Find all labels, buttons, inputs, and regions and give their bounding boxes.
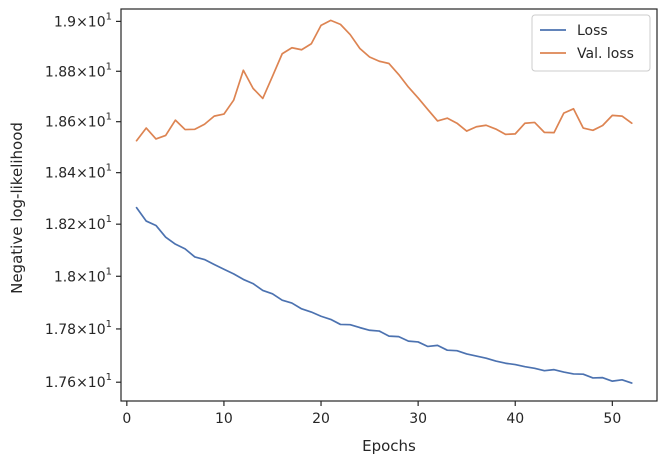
x-tick-label: 10 <box>215 411 233 427</box>
legend-label-val-loss: Val. loss <box>577 46 634 62</box>
legend-box <box>531 14 651 72</box>
legend-label-loss: Loss <box>577 23 608 39</box>
y-tick-label: 1.86×101 <box>45 112 112 131</box>
y-tick-label: 1.9×101 <box>54 11 112 30</box>
plot-area <box>120 8 658 402</box>
x-tick-label: 20 <box>312 411 330 427</box>
y-axis: 1.76×101 1.78×101 1.8×101 1.82×101 1.84×101 1… <box>45 11 121 391</box>
x-tick-label: 50 <box>603 411 621 427</box>
x-tick-label: 40 <box>506 411 524 427</box>
legend: Loss Val. loss <box>531 14 651 72</box>
y-tick-label: 1.82×101 <box>45 214 112 233</box>
y-tick-label: 1.88×101 <box>45 61 112 80</box>
series-line-val-loss <box>135 19 633 142</box>
x-tick-label: 0 <box>122 411 131 427</box>
y-tick-label: 1.78×101 <box>45 319 112 338</box>
series-line-loss <box>135 206 633 384</box>
y-tick-label: 1.84×101 <box>45 163 112 182</box>
x-axis-label: Epochs <box>362 437 416 455</box>
y-tick-label: 1.76×101 <box>45 372 112 391</box>
y-tick-label: 1.8×101 <box>54 266 112 285</box>
plot-frame <box>120 8 658 402</box>
x-axis: 0 10 20 30 40 50 <box>122 401 621 427</box>
x-tick-label: 30 <box>409 411 427 427</box>
y-axis-label: Negative log-likelihood <box>8 122 26 294</box>
